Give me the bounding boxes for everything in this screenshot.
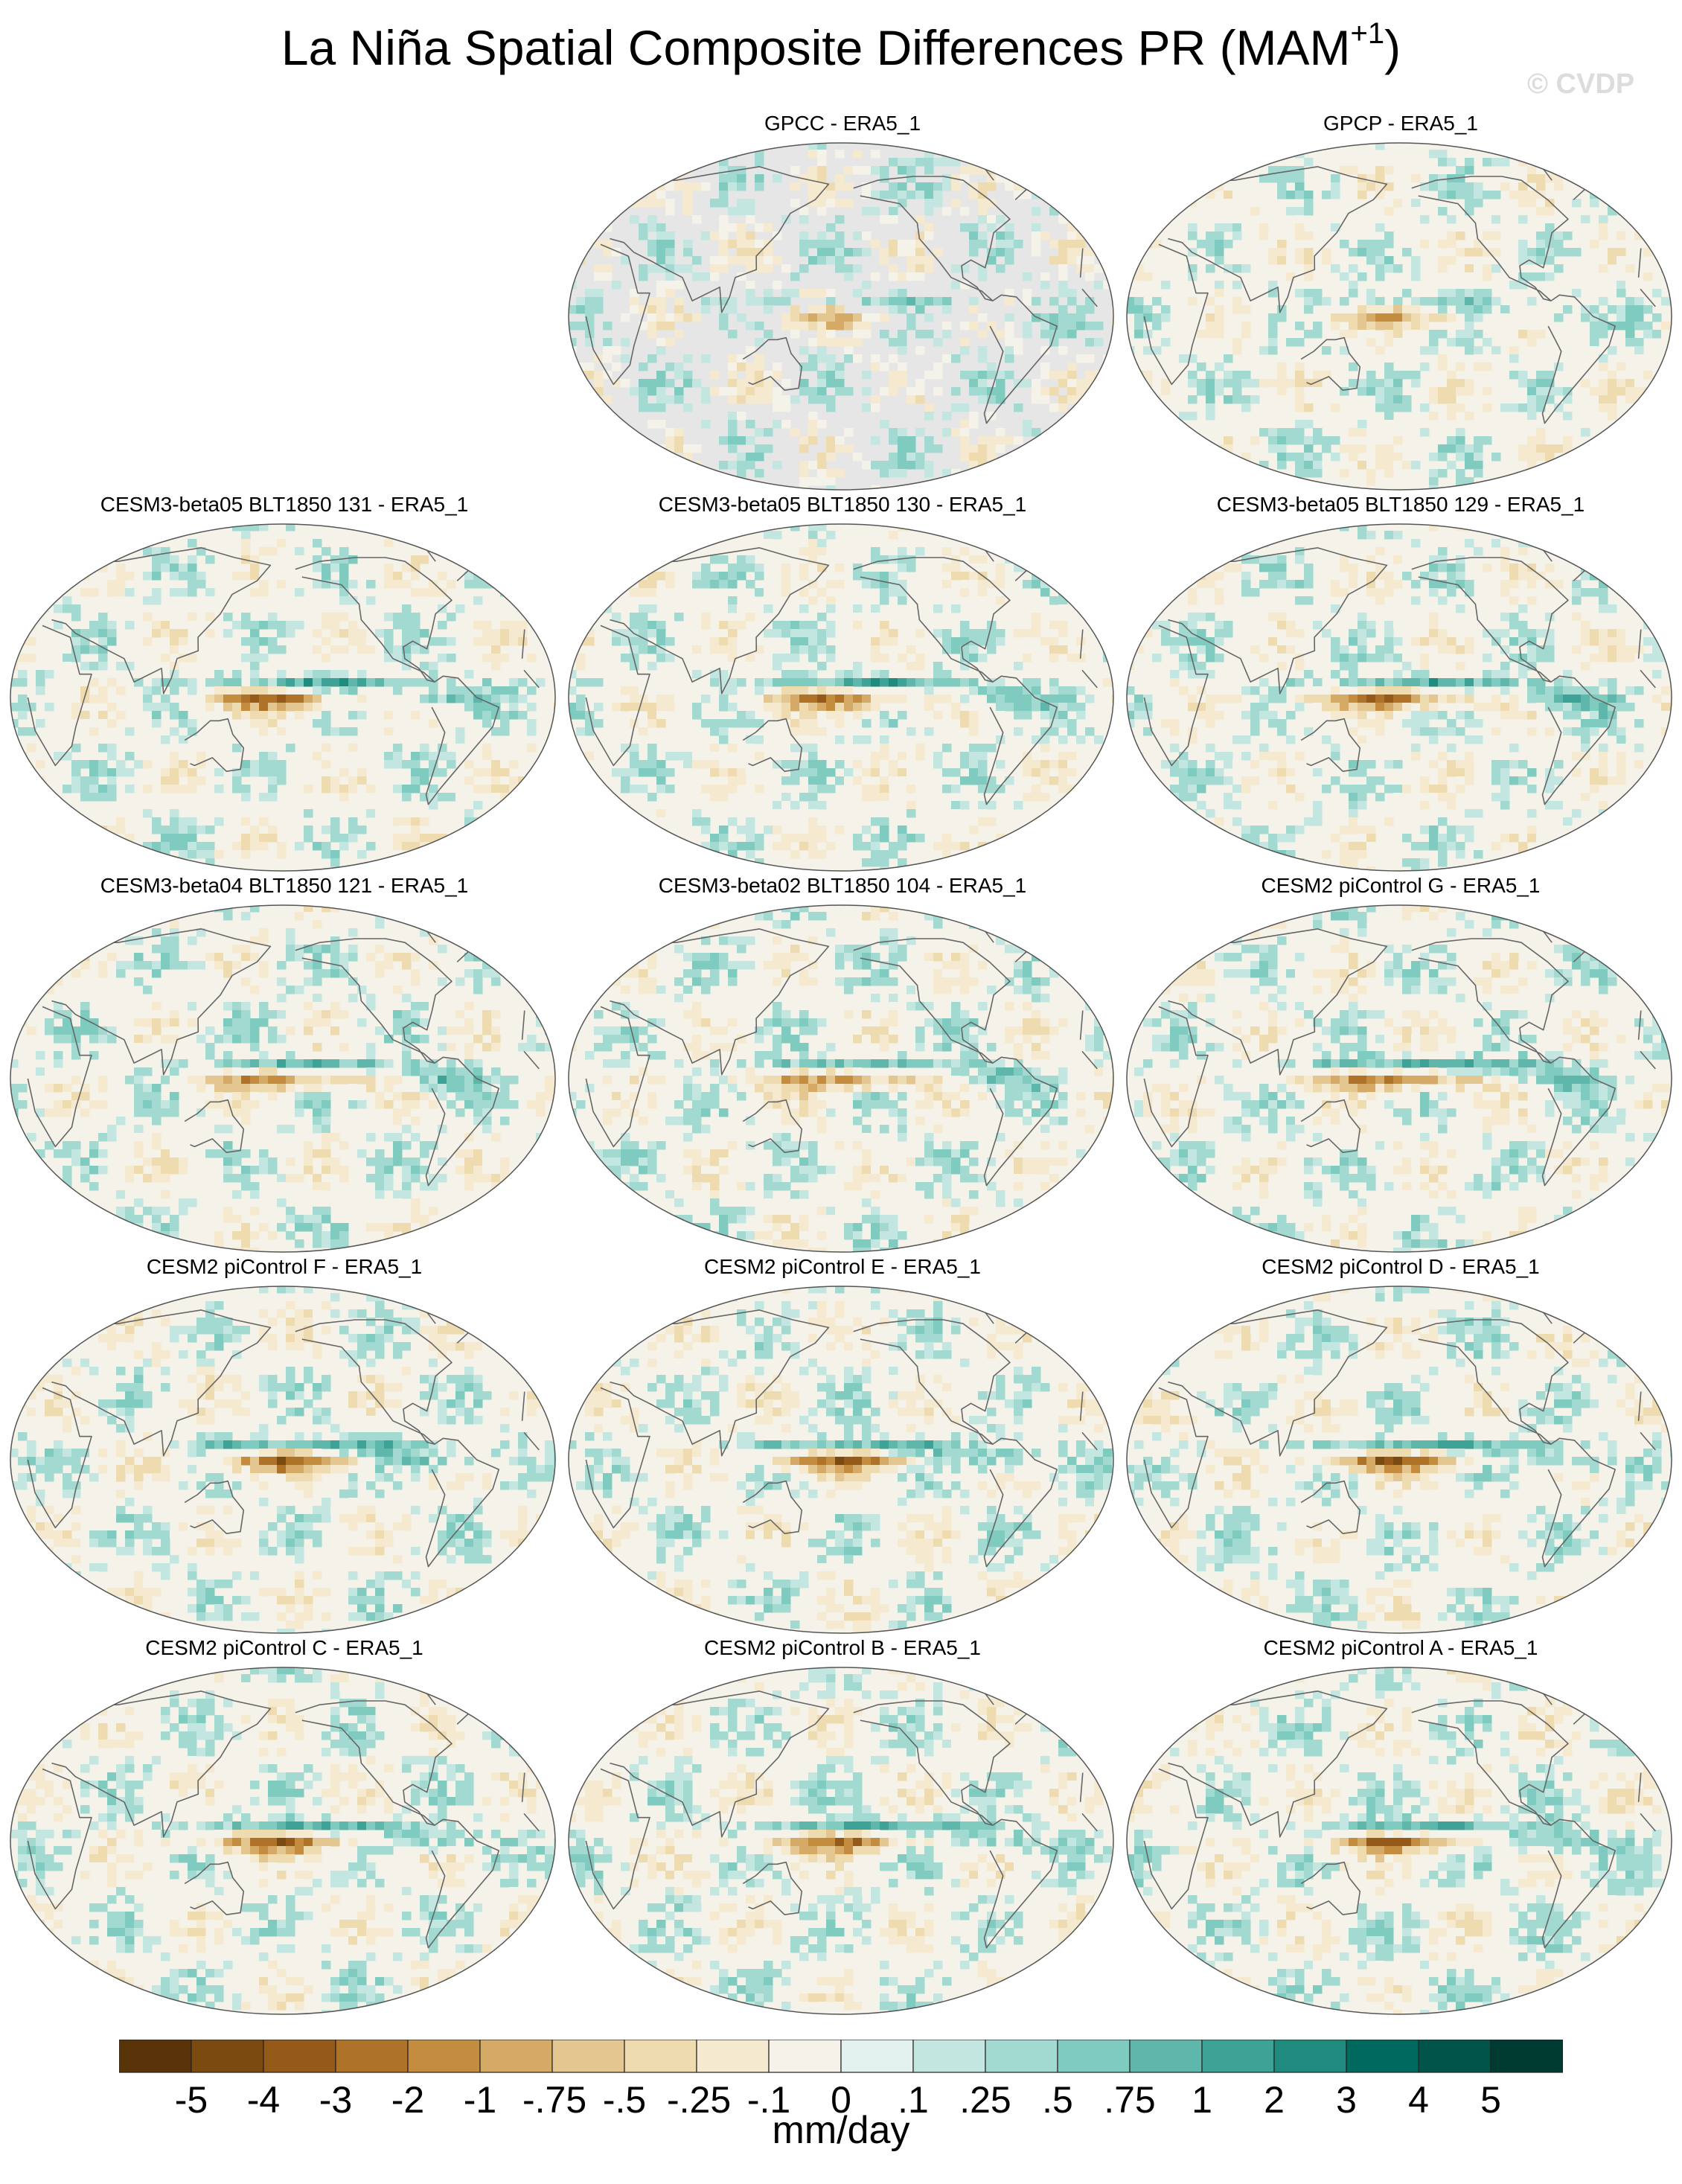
colorbar-swatch xyxy=(1057,2040,1131,2073)
globe-map xyxy=(1126,1667,1672,2015)
panel-title: CESM3-beta05 BLT1850 129 - ERA5_1 xyxy=(1216,493,1585,516)
colorbar-tick-label: .25 xyxy=(959,2079,1011,2121)
globe-map xyxy=(568,142,1114,491)
map-panel: CESM2 piControl D - ERA5_1 xyxy=(1125,1255,1676,1657)
colorbar-tick-label: .75 xyxy=(1104,2079,1156,2121)
globe-map xyxy=(568,1286,1114,1634)
map-panel: CESM2 piControl C - ERA5_1 xyxy=(9,1636,560,2038)
colorbar-tick-label: .1 xyxy=(898,2079,929,2121)
colorbar-tick-label: 0 xyxy=(831,2079,851,2121)
colorbar-tick-label: 2 xyxy=(1264,2079,1285,2121)
colorbar-swatch xyxy=(335,2040,409,2073)
map-panel: CESM3-beta05 BLT1850 129 - ERA5_1 xyxy=(1125,493,1676,895)
colorbar-swatch xyxy=(1273,2040,1347,2073)
colorbar-tick-label: -.25 xyxy=(667,2079,732,2121)
panel-title: GPCP - ERA5_1 xyxy=(1323,112,1479,135)
map-panel: CESM2 piControl B - ERA5_1 xyxy=(567,1636,1118,2038)
colorbar-swatch xyxy=(1490,2040,1563,2073)
globe-map xyxy=(568,523,1114,872)
colorbar-swatch xyxy=(912,2040,986,2073)
map-panel: CESM2 piControl F - ERA5_1 xyxy=(9,1255,560,1657)
globe-map xyxy=(568,1667,1114,2015)
map-panel: GPCC - ERA5_1 xyxy=(567,112,1118,514)
map-panel: CESM2 piControl E - ERA5_1 xyxy=(567,1255,1118,1657)
colorbar-swatch xyxy=(1418,2040,1491,2073)
panel-title: CESM3-beta02 BLT1850 104 - ERA5_1 xyxy=(658,874,1027,897)
colorbar-tick-label: -1 xyxy=(463,2079,497,2121)
colorbar-swatch xyxy=(840,2040,914,2073)
colorbar-tick-label: 5 xyxy=(1480,2079,1501,2121)
colorbar-tick-label: -4 xyxy=(246,2079,281,2121)
colorbar-swatch xyxy=(696,2040,770,2073)
globe-map xyxy=(10,523,556,872)
panel-title: CESM2 piControl B - ERA5_1 xyxy=(704,1636,981,1659)
globe-map xyxy=(1126,523,1672,872)
globe-map xyxy=(10,1667,556,2015)
colorbar-tick-label: 3 xyxy=(1336,2079,1357,2121)
panel-title: CESM2 piControl A - ERA5_1 xyxy=(1263,1636,1538,1659)
colorbar-tick-label: -2 xyxy=(391,2079,425,2121)
map-panel: CESM3-beta04 BLT1850 121 - ERA5_1 xyxy=(9,874,560,1276)
panel-title: CESM2 piControl G - ERA5_1 xyxy=(1261,874,1541,897)
colorbar-swatch xyxy=(479,2040,553,2073)
map-panel: CESM3-beta02 BLT1850 104 - ERA5_1 xyxy=(567,874,1118,1276)
panel-title: CESM3-beta05 BLT1850 131 - ERA5_1 xyxy=(100,493,469,516)
panel-title: CESM3-beta04 BLT1850 121 - ERA5_1 xyxy=(100,874,469,897)
panel-title: CESM2 piControl E - ERA5_1 xyxy=(704,1255,981,1278)
panel-title: GPCC - ERA5_1 xyxy=(764,112,921,135)
panel-title: CESM2 piControl F - ERA5_1 xyxy=(146,1255,423,1278)
globe-map xyxy=(1126,142,1672,491)
colorbar-swatch xyxy=(624,2040,697,2073)
colorbar-tick-label: 1 xyxy=(1192,2079,1212,2121)
colorbar-swatch xyxy=(768,2040,842,2073)
panel-title: CESM3-beta05 BLT1850 130 - ERA5_1 xyxy=(658,493,1027,516)
map-panel: GPCP - ERA5_1 xyxy=(1125,112,1676,514)
colorbar-tick-label: -.5 xyxy=(602,2079,647,2121)
colorbar-swatch xyxy=(191,2040,264,2073)
colorbar-swatch xyxy=(551,2040,625,2073)
colorbar-swatch xyxy=(1346,2040,1419,2073)
globe-map xyxy=(10,904,556,1253)
colorbar-swatch xyxy=(985,2040,1058,2073)
map-panel: CESM3-beta05 BLT1850 131 - ERA5_1 xyxy=(9,493,560,895)
globe-map xyxy=(1126,1286,1672,1634)
colorbar-tick-label: 4 xyxy=(1408,2079,1429,2121)
globe-map xyxy=(568,904,1114,1253)
colorbar-tick-label: -5 xyxy=(174,2079,208,2121)
panel-title: CESM2 piControl C - ERA5_1 xyxy=(145,1636,423,1659)
colorbar-swatch xyxy=(119,2040,192,2073)
globe-map xyxy=(10,1286,556,1634)
map-panel: CESM3-beta05 BLT1850 130 - ERA5_1 xyxy=(567,493,1118,895)
colorbar-swatch xyxy=(263,2040,336,2073)
map-panel: CESM2 piControl G - ERA5_1 xyxy=(1125,874,1676,1276)
colorbar-swatch xyxy=(1201,2040,1275,2073)
colorbar xyxy=(119,2040,1563,2073)
globe-map xyxy=(1126,904,1672,1253)
colorbar-tick-label: -.1 xyxy=(746,2079,791,2121)
colorbar-swatch xyxy=(407,2040,481,2073)
colorbar-tick-label: -3 xyxy=(319,2079,353,2121)
watermark: © CVDP xyxy=(1527,68,1635,100)
colorbar-swatch xyxy=(1129,2040,1203,2073)
map-panel: CESM2 piControl A - ERA5_1 xyxy=(1125,1636,1676,2038)
colorbar-tick-label: .5 xyxy=(1042,2079,1073,2121)
colorbar-units: mm/day xyxy=(772,2109,910,2152)
panel-title: CESM2 piControl D - ERA5_1 xyxy=(1262,1255,1540,1278)
colorbar-tick-label: -.75 xyxy=(522,2079,587,2121)
figure-title: La Niña Spatial Composite Differences PR… xyxy=(281,17,1401,75)
